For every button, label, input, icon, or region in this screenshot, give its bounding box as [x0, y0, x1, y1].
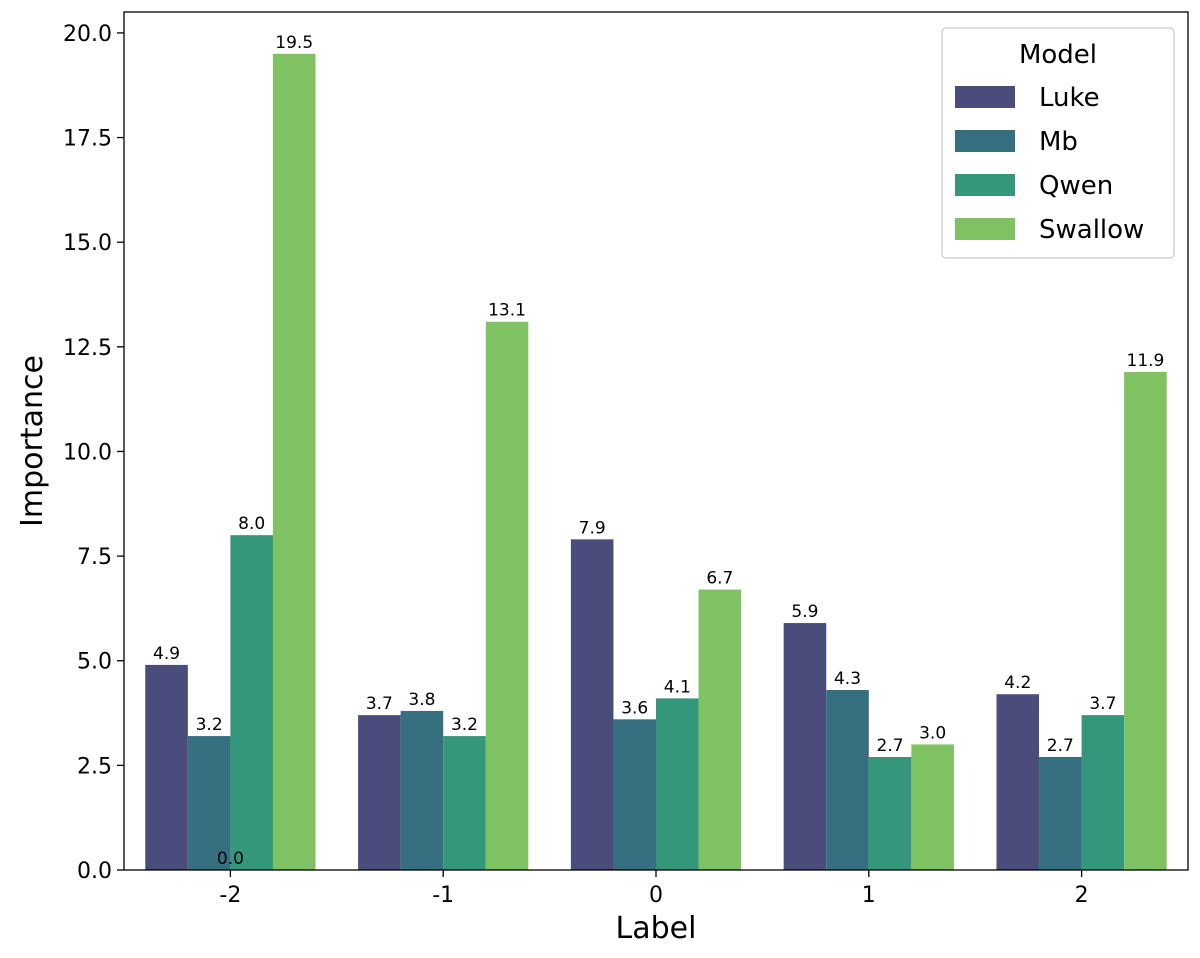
bar-label-mb-2: 2.7: [1047, 736, 1074, 756]
x-tick-label: 2: [1075, 883, 1089, 908]
bar-qwen-2: [1081, 715, 1125, 870]
bar-label-mb-0: 3.6: [621, 698, 648, 718]
y-axis: 0.0 2.5 5.0 7.5 10.0 12.5 15.0 17.5 20.0: [63, 22, 124, 884]
bar-label-mb-1: 4.3: [834, 669, 861, 689]
bar-label-qwen--1: 3.2: [451, 715, 478, 735]
legend-swatch-mb: [955, 130, 1015, 152]
bar-label-qwen--2: 8.0: [238, 514, 265, 534]
bar-mb-2: [1039, 756, 1082, 870]
legend-title: Model: [1019, 40, 1097, 70]
legend-label-mb: Mb: [1039, 127, 1078, 157]
legend-label-swallow: Swallow: [1039, 215, 1144, 245]
x-axis: -2 -1 0 1 2: [219, 870, 1089, 908]
y-tick-label: 7.5: [77, 545, 112, 570]
legend-swatch-qwen: [955, 174, 1015, 196]
y-tick-label: 10.0: [63, 440, 112, 465]
bar-luke--2: [145, 664, 188, 870]
legend-swatch-luke: [955, 86, 1015, 108]
bar-labels-layer: 4.9 3.2 8.0 19.5 3.7 3.8 3.2 13.1 7.9 3.6 4.1 6.7 5.…: [153, 33, 1164, 869]
bar-swallow--1: [485, 321, 529, 871]
bar-qwen-1: [868, 756, 912, 870]
y-tick-label: 12.5: [63, 336, 112, 361]
bars-layer: [145, 53, 1167, 871]
y-tick-label: 20.0: [63, 22, 112, 47]
bar-mb-1: [826, 690, 869, 870]
bar-qwen--1: [443, 736, 486, 870]
y-tick-label: 15.0: [63, 231, 112, 256]
bar-label-qwen-1: 2.7: [877, 736, 904, 756]
bar-label-luke-0: 7.9: [579, 518, 606, 538]
bar-label-swallow--1: 13.1: [488, 301, 526, 321]
bar-qwen-0: [656, 698, 699, 870]
zero-bar-label-0: 0.0: [217, 849, 244, 869]
y-tick-label: 5.0: [77, 650, 112, 675]
bar-luke--1: [358, 715, 401, 870]
bar-mb--1: [400, 710, 444, 870]
legend: Model Luke Mb Qwen Swallow: [941, 27, 1175, 259]
bar-label-qwen-0: 4.1: [664, 677, 691, 697]
legend-swatch-swallow: [955, 218, 1015, 240]
bar-luke-0: [570, 539, 614, 870]
bar-label-mb--1: 3.8: [408, 690, 435, 710]
y-axis-title: Importance: [15, 355, 50, 527]
legend-label-qwen: Qwen: [1039, 171, 1113, 201]
x-axis-title: Label: [616, 911, 697, 946]
bar-qwen--2: [230, 535, 273, 870]
bar-label-swallow-1: 3.0: [919, 723, 946, 743]
y-tick-label: 17.5: [63, 127, 112, 152]
bar-label-luke-2: 4.2: [1004, 673, 1031, 693]
bar-mb-0: [613, 719, 656, 870]
bar-label-luke--2: 4.9: [153, 644, 180, 664]
bar-label-swallow--2: 19.5: [275, 33, 313, 53]
bar-label-swallow-0: 6.7: [706, 569, 733, 589]
bar-label-qwen-2: 3.7: [1089, 694, 1116, 714]
bar-label-luke--1: 3.7: [366, 694, 393, 714]
bar-mb--2: [187, 736, 231, 870]
bar-swallow-0: [698, 589, 742, 870]
legend-frame: [941, 27, 1175, 259]
bar-luke-2: [996, 694, 1040, 870]
bar-swallow-2: [1124, 371, 1167, 870]
x-tick-label: 0: [649, 883, 663, 908]
bar-swallow--2: [272, 53, 316, 871]
bar-label-swallow-2: 11.9: [1127, 351, 1165, 371]
x-tick-label: -2: [219, 883, 241, 908]
bar-luke-1: [783, 623, 827, 870]
bar-swallow-1: [911, 744, 954, 870]
y-tick-label: 2.5: [77, 754, 112, 779]
bar-label-luke-1: 5.9: [791, 602, 818, 622]
bar-label-mb--2: 3.2: [196, 715, 223, 735]
y-tick-label: 0.0: [77, 859, 112, 884]
legend-label-luke: Luke: [1039, 83, 1100, 113]
x-tick-label: 1: [862, 883, 876, 908]
x-tick-label: -1: [432, 883, 454, 908]
